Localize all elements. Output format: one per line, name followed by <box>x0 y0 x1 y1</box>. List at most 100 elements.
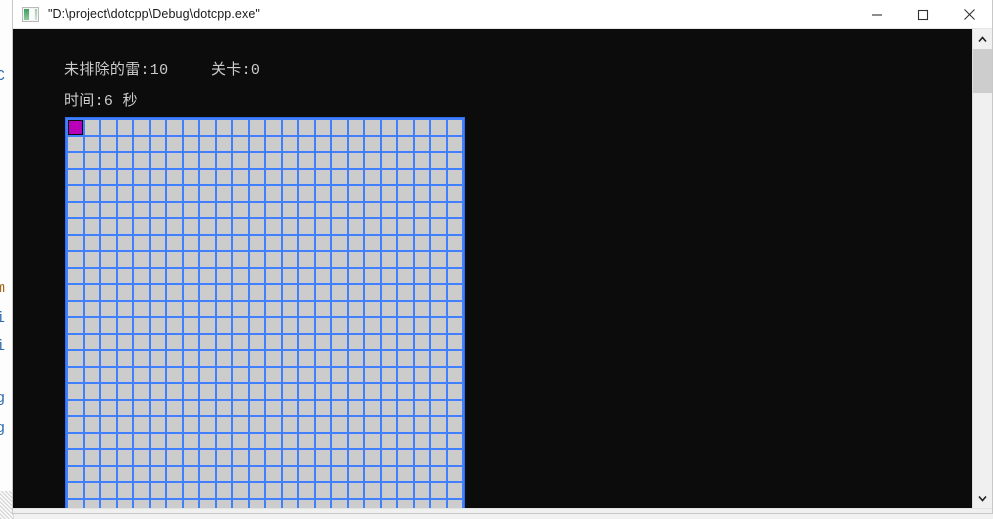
minefield-cell[interactable] <box>365 351 380 366</box>
minefield-cell[interactable] <box>167 186 182 201</box>
minefield-cell[interactable] <box>216 136 231 151</box>
minefield-cell[interactable] <box>68 318 83 333</box>
minefield-cell[interactable] <box>216 120 231 135</box>
minefield-cell[interactable] <box>150 120 165 135</box>
minefield-cell[interactable] <box>282 120 297 135</box>
minefield-cell[interactable] <box>167 252 182 267</box>
minefield-cell[interactable] <box>299 268 314 283</box>
minefield-cell[interactable] <box>348 120 363 135</box>
minefield-cell[interactable] <box>299 400 314 415</box>
minefield-cell[interactable] <box>414 417 429 432</box>
minefield-cell[interactable] <box>447 318 462 333</box>
minefield-cell[interactable] <box>348 417 363 432</box>
minefield-cell[interactable] <box>447 202 462 217</box>
minefield-cell[interactable] <box>150 483 165 498</box>
minefield-cell[interactable] <box>84 367 99 382</box>
minefield-cell[interactable] <box>431 466 446 481</box>
minefield-cell[interactable] <box>68 351 83 366</box>
minefield-cell[interactable] <box>315 433 330 448</box>
minefield-cell[interactable] <box>249 153 264 168</box>
minefield-cell[interactable] <box>233 235 248 250</box>
minefield-cell[interactable] <box>233 483 248 498</box>
minefield-cell[interactable] <box>249 351 264 366</box>
scroll-up-arrow[interactable] <box>973 29 992 49</box>
minefield-cell[interactable] <box>332 433 347 448</box>
minefield-cell[interactable] <box>365 483 380 498</box>
minefield-cell[interactable] <box>365 252 380 267</box>
minefield-cell[interactable] <box>233 202 248 217</box>
minefield-cell[interactable] <box>134 417 149 432</box>
minefield-cell[interactable] <box>381 318 396 333</box>
minefield-cell[interactable] <box>315 351 330 366</box>
minefield-cell[interactable] <box>117 219 132 234</box>
minefield-cell[interactable] <box>332 186 347 201</box>
minefield-cell[interactable] <box>216 466 231 481</box>
minefield-cell[interactable] <box>150 400 165 415</box>
minefield-cell[interactable] <box>282 169 297 184</box>
minefield-cell[interactable] <box>233 219 248 234</box>
minefield-cell[interactable] <box>167 384 182 399</box>
minefield-cell[interactable] <box>233 301 248 316</box>
minefield-cell[interactable] <box>266 450 281 465</box>
minefield-cell[interactable] <box>84 252 99 267</box>
minefield-cell[interactable] <box>200 301 215 316</box>
minefield-cell[interactable] <box>348 450 363 465</box>
minefield-cell[interactable] <box>150 384 165 399</box>
minefield-cell[interactable] <box>365 186 380 201</box>
minefield-cell[interactable] <box>398 318 413 333</box>
minefield-cell[interactable] <box>117 136 132 151</box>
minefield-cell[interactable] <box>266 136 281 151</box>
minefield-cell[interactable] <box>348 301 363 316</box>
minefield-cell[interactable] <box>266 433 281 448</box>
minefield-cell[interactable] <box>282 285 297 300</box>
minefield-cell[interactable] <box>315 285 330 300</box>
minefield-cell[interactable] <box>398 202 413 217</box>
minefield-cell[interactable] <box>431 285 446 300</box>
minefield-cell[interactable] <box>216 433 231 448</box>
minefield-cell[interactable] <box>315 318 330 333</box>
minefield-cell[interactable] <box>332 285 347 300</box>
minefield-cell[interactable] <box>101 219 116 234</box>
minefield-cell[interactable] <box>266 499 281 508</box>
minefield-cell[interactable] <box>167 483 182 498</box>
minefield-cell[interactable] <box>315 384 330 399</box>
minefield-cell[interactable] <box>414 252 429 267</box>
minefield-cell[interactable] <box>348 384 363 399</box>
minefield-cell[interactable] <box>68 466 83 481</box>
minefield-cell[interactable] <box>167 219 182 234</box>
minefield-cell[interactable] <box>216 252 231 267</box>
minefield-cell[interactable] <box>414 367 429 382</box>
minefield-cell[interactable] <box>381 202 396 217</box>
minefield-cell[interactable] <box>332 483 347 498</box>
minefield-cell[interactable] <box>266 318 281 333</box>
minefield-cell[interactable] <box>233 136 248 151</box>
minefield-cell[interactable] <box>266 351 281 366</box>
minefield-cell[interactable] <box>183 450 198 465</box>
minefield-cell[interactable] <box>216 417 231 432</box>
minefield-cell[interactable] <box>68 169 83 184</box>
minefield-cell[interactable] <box>183 136 198 151</box>
minefield-cell[interactable] <box>68 334 83 349</box>
minefield-cell[interactable] <box>200 466 215 481</box>
minefield-cell[interactable] <box>348 136 363 151</box>
minefield-cell[interactable] <box>68 400 83 415</box>
minefield-cell[interactable] <box>398 285 413 300</box>
minefield-cell[interactable] <box>332 318 347 333</box>
minefield-cell[interactable] <box>134 433 149 448</box>
minefield-cell[interactable] <box>167 136 182 151</box>
minefield-cell[interactable] <box>68 367 83 382</box>
minefield-cell-cursor[interactable] <box>68 120 83 135</box>
minefield-cell[interactable] <box>414 499 429 508</box>
minefield-cell[interactable] <box>348 153 363 168</box>
minefield-cell[interactable] <box>249 334 264 349</box>
minefield-cell[interactable] <box>167 153 182 168</box>
minefield-cell[interactable] <box>134 450 149 465</box>
minefield-cell[interactable] <box>266 169 281 184</box>
minefield-cell[interactable] <box>282 153 297 168</box>
minefield-cell[interactable] <box>398 367 413 382</box>
minefield-cell[interactable] <box>101 186 116 201</box>
minefield-cell[interactable] <box>117 169 132 184</box>
minefield-cell[interactable] <box>315 252 330 267</box>
minefield-cell[interactable] <box>282 268 297 283</box>
minefield-cell[interactable] <box>84 235 99 250</box>
